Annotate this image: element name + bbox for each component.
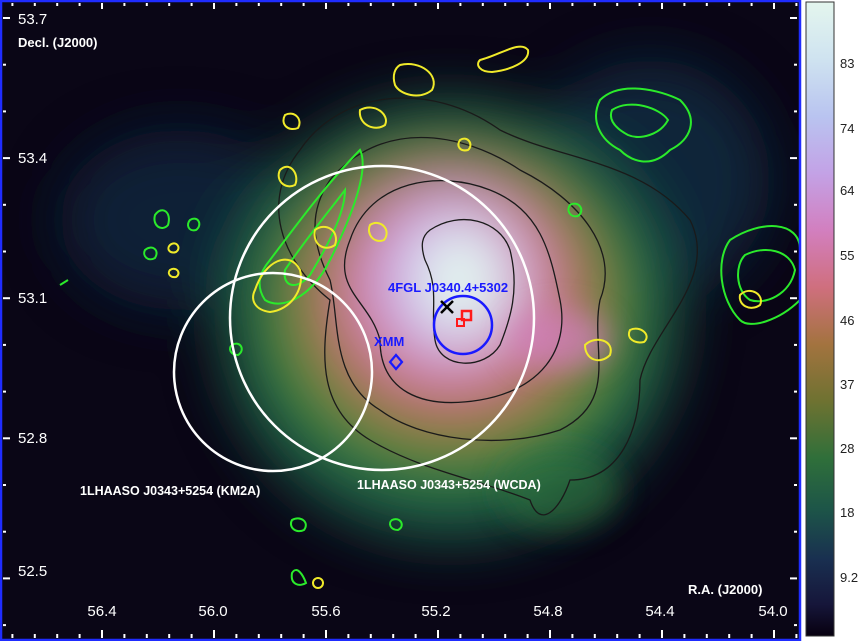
colorbar-ticks: 83 74 64 55 46 37 28 18 9.2 — [840, 56, 858, 585]
x-tick-label: 54.4 — [645, 603, 674, 620]
y-tick-label: 52.8 — [18, 430, 47, 447]
xmm-source-label: XMM — [374, 334, 404, 349]
fermi-circle — [432, 294, 494, 356]
tick-marks — [3, 3, 798, 638]
x-axis-label: R.A. (J2000) — [688, 582, 762, 597]
km2a-circle — [172, 271, 374, 473]
xmm-diamond-marker — [388, 353, 404, 371]
wcda-source-label: 1LHAASO J0343+5254 (WCDA) — [357, 478, 541, 492]
fermi-source-label: 4FGL J0340.4+5302 — [388, 280, 508, 295]
colorbar-tick-label: 55 — [840, 248, 854, 263]
yellow-contours — [167, 45, 762, 589]
y-axis-label: Decl. (J2000) — [18, 35, 98, 50]
cross-marker — [440, 300, 454, 314]
map-frame — [0, 0, 802, 641]
red-square-marker — [460, 309, 473, 322]
red-square-marker-2 — [456, 318, 465, 327]
colorbar — [805, 1, 835, 637]
x-tick-label: 55.2 — [421, 603, 450, 620]
colorbar-tick-label: 37 — [840, 377, 854, 392]
colorbar-tick-label: 64 — [840, 183, 854, 198]
colorbar-tick-label: 46 — [840, 313, 854, 328]
x-tick-label: 55.6 — [311, 603, 340, 620]
colorbar-tick-label: 28 — [840, 441, 854, 456]
wcda-circle — [228, 164, 536, 472]
green-contours — [59, 87, 800, 586]
y-tick-label: 53.4 — [18, 150, 47, 167]
y-tick-label: 53.7 — [18, 11, 47, 28]
x-tick-label: 56.4 — [87, 603, 116, 620]
colorbar-tick-label: 9.2 — [840, 570, 858, 585]
x-tick-label: 54.8 — [533, 603, 562, 620]
x-tick-label: 54.0 — [758, 603, 787, 620]
y-tick-label: 53.1 — [18, 290, 47, 307]
black-contours — [278, 97, 698, 516]
x-tick-label: 56.0 — [198, 603, 227, 620]
y-tick-label: 52.5 — [18, 563, 47, 580]
colorbar-tick-label: 83 — [840, 56, 854, 71]
km2a-source-label: 1LHAASO J0343+5254 (KM2A) — [80, 484, 260, 498]
colorbar-tick-label: 74 — [840, 121, 854, 136]
emission-map: 4FGL J0340.4+5302 XMM 1LHAASO J0343+5254… — [0, 0, 800, 641]
colorbar-tick-label: 18 — [840, 505, 854, 520]
